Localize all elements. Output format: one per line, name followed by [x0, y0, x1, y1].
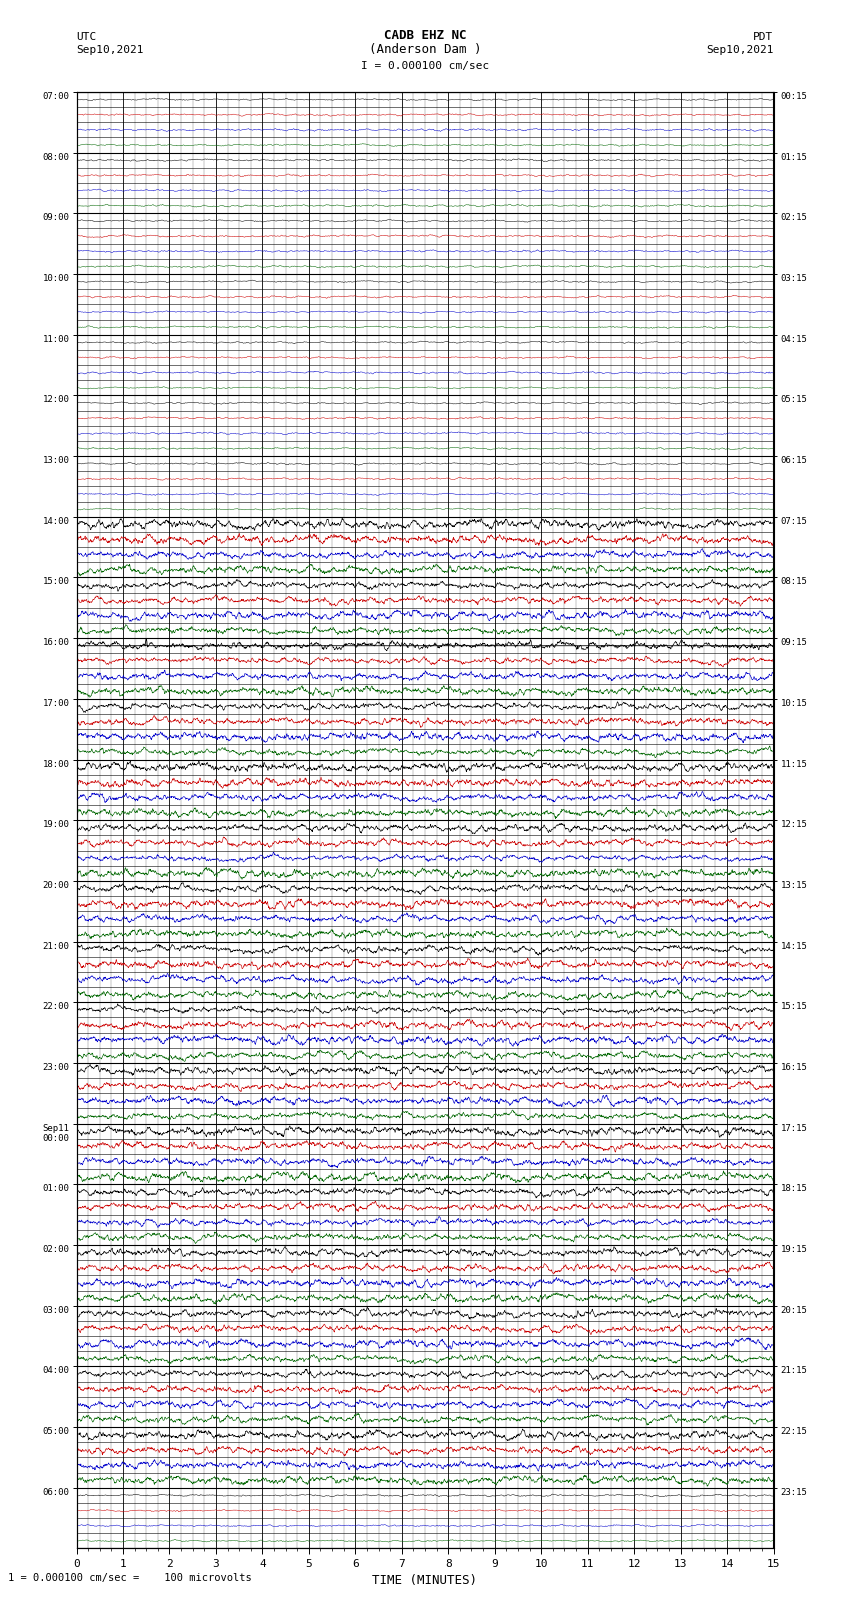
Text: (Anderson Dam ): (Anderson Dam )	[369, 44, 481, 56]
Text: Sep10,2021: Sep10,2021	[706, 45, 774, 55]
Text: I = 0.000100 cm/sec: I = 0.000100 cm/sec	[361, 61, 489, 71]
Text: CADB EHZ NC: CADB EHZ NC	[383, 29, 467, 42]
X-axis label: TIME (MINUTES): TIME (MINUTES)	[372, 1574, 478, 1587]
Text: PDT: PDT	[753, 32, 774, 42]
Text: Sep10,2021: Sep10,2021	[76, 45, 144, 55]
Text: UTC: UTC	[76, 32, 97, 42]
Text: 1 = 0.000100 cm/sec =    100 microvolts: 1 = 0.000100 cm/sec = 100 microvolts	[8, 1573, 252, 1582]
